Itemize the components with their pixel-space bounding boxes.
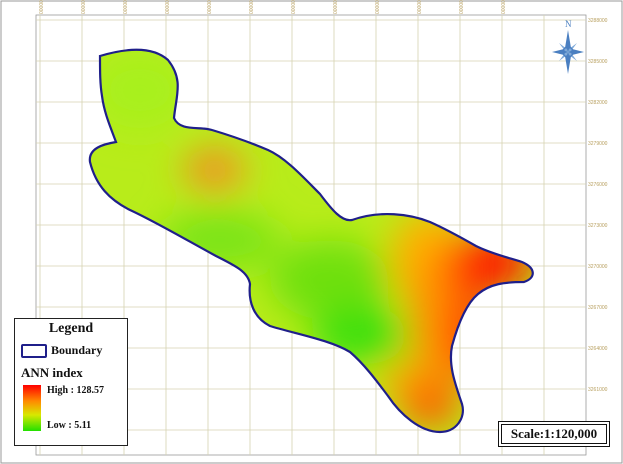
boundary-label: Boundary (51, 343, 103, 357)
x-tick-label: 000000 (81, 0, 87, 14)
y-tick-label: 3282000 (588, 100, 608, 106)
y-tick-label: 3267000 (588, 305, 608, 311)
x-tick-label: 000000 (207, 0, 213, 14)
x-tick-label: 000000 (417, 0, 423, 14)
x-tick-label: 000000 (459, 0, 465, 14)
y-tick-label: 3273000 (588, 223, 608, 229)
x-tick-label: 000000 (333, 0, 339, 14)
x-tick-label: 000000 (123, 0, 129, 14)
y-tick-label: 3276000 (588, 182, 608, 188)
y-tick-label: 3285000 (588, 59, 608, 65)
x-tick-label: 000000 (165, 0, 171, 14)
y-tick-label: 3288000 (588, 18, 608, 24)
x-tick-label: 000000 (39, 0, 45, 14)
legend-high-label: High : 128.57 (47, 385, 104, 396)
legend-title: Legend (48, 321, 94, 336)
legend-low-label: Low : 5.11 (47, 420, 92, 431)
compass-rose-icon: N (552, 19, 584, 74)
y-tick-label: 3270000 (588, 264, 608, 270)
map-legend: Legend Boundary ANN index High : 128.57 … (14, 318, 128, 446)
y-tick-label: 3264000 (588, 346, 608, 352)
scale-box: Scale:1:120,000 (498, 421, 610, 447)
color-ramp (23, 385, 41, 431)
ann-index-title: ANN index (21, 365, 83, 380)
x-tick-label: 000000 (249, 0, 255, 14)
scale-label: Scale:1:120,000 (501, 424, 607, 444)
north-label: N (565, 19, 572, 29)
y-tick-label: 3279000 (588, 141, 608, 147)
x-tick-label: 000000 (501, 0, 507, 14)
x-tick-label: 000000 (375, 0, 381, 14)
x-tick-label: 000000 (291, 0, 297, 14)
boundary-swatch (21, 344, 47, 358)
study-area-boundary (88, 48, 534, 434)
y-tick-label: 3261000 (588, 387, 608, 393)
